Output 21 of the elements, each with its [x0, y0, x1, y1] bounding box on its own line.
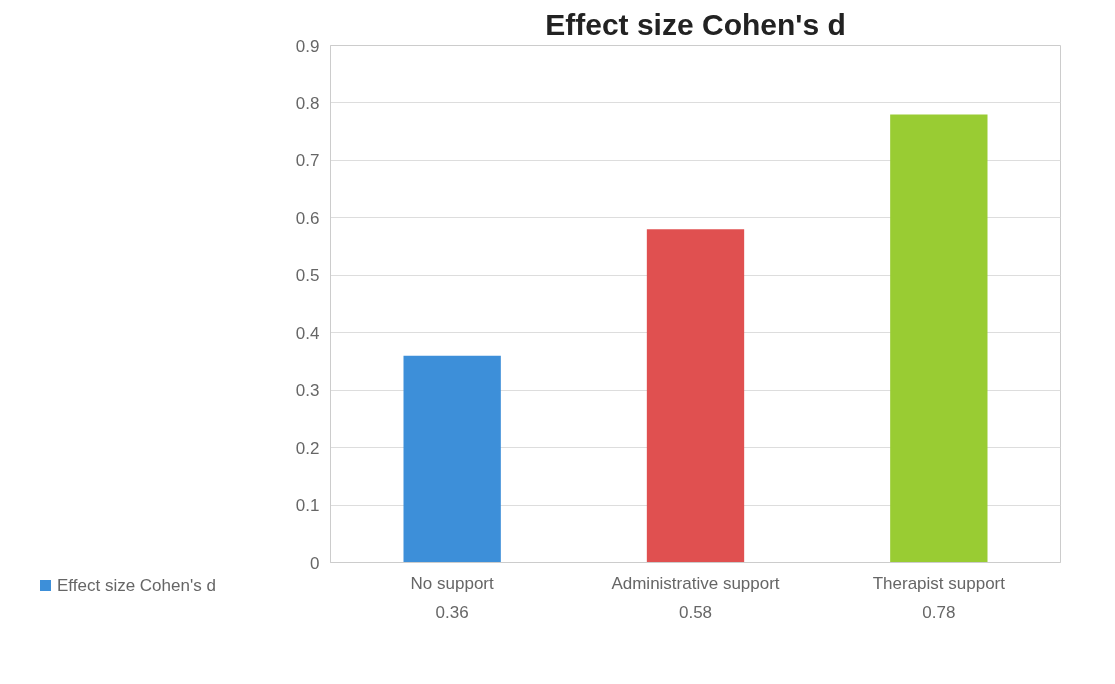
data-label: 0.58	[678, 602, 713, 622]
bar	[890, 114, 988, 563]
chart-title: Effect size Cohen's d	[545, 7, 846, 41]
y-tick-label: 0.9	[295, 36, 320, 56]
y-tick-label: 0.1	[295, 496, 320, 516]
y-tick-label: 0.2	[295, 438, 320, 458]
bar	[646, 229, 745, 563]
y-tick-label: 0.5	[295, 266, 320, 286]
bar	[403, 355, 501, 563]
data-label: 0.78	[922, 602, 956, 622]
y-tick-label: 0	[310, 553, 320, 573]
y-tick-label: 0.3	[295, 381, 320, 401]
data-label: 0.36	[435, 602, 469, 622]
x-tick-label: Therapist support	[872, 573, 1006, 593]
x-tick-label: Administrative support	[611, 573, 780, 593]
y-tick-label: 0.6	[295, 208, 320, 228]
y-tick-label: 0.8	[295, 93, 320, 113]
y-tick-label: 0.4	[295, 323, 320, 343]
y-tick-label: 0.7	[295, 151, 320, 171]
legend-label: Effect size Cohen's d	[57, 576, 216, 595]
x-tick-label: No support	[410, 573, 495, 593]
